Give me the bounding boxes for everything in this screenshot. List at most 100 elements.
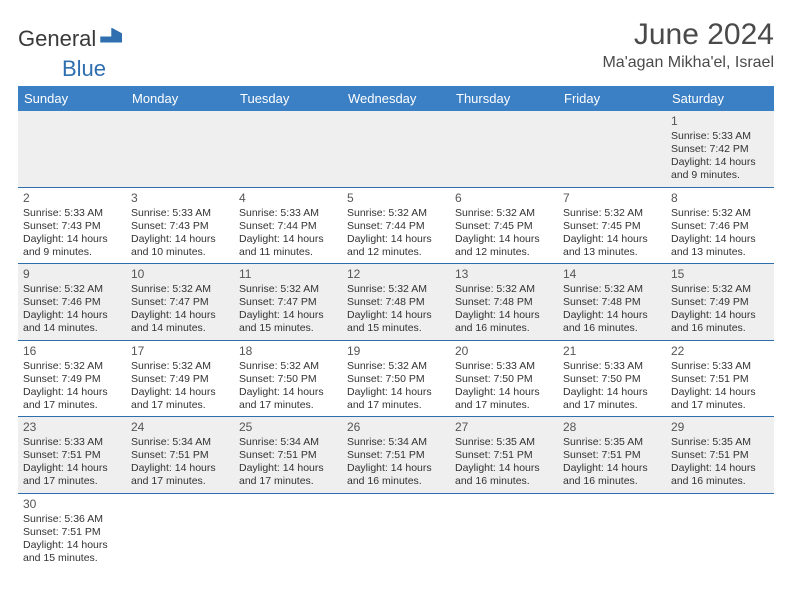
sunset-line: Sunset: 7:51 PM — [455, 449, 553, 462]
daylight-line: Daylight: 14 hours and 16 minutes. — [347, 462, 445, 488]
sunset-line: Sunset: 7:49 PM — [23, 373, 121, 386]
sunset-line: Sunset: 7:45 PM — [455, 220, 553, 233]
calendar-week-row: 2Sunrise: 5:33 AMSunset: 7:43 PMDaylight… — [18, 187, 774, 264]
sunrise-line: Sunrise: 5:32 AM — [23, 283, 121, 296]
calendar-day-cell: 14Sunrise: 5:32 AMSunset: 7:48 PMDayligh… — [558, 264, 666, 341]
month-title: June 2024 — [602, 18, 774, 52]
calendar-day-cell — [18, 111, 126, 187]
calendar-day-cell: 23Sunrise: 5:33 AMSunset: 7:51 PMDayligh… — [18, 417, 126, 494]
sunrise-line: Sunrise: 5:32 AM — [347, 207, 445, 220]
calendar-day-cell: 26Sunrise: 5:34 AMSunset: 7:51 PMDayligh… — [342, 417, 450, 494]
calendar-day-cell: 3Sunrise: 5:33 AMSunset: 7:43 PMDaylight… — [126, 187, 234, 264]
daylight-line: Daylight: 14 hours and 17 minutes. — [239, 386, 337, 412]
calendar-day-cell: 20Sunrise: 5:33 AMSunset: 7:50 PMDayligh… — [450, 340, 558, 417]
daylight-line: Daylight: 14 hours and 15 minutes. — [239, 309, 337, 335]
calendar-day-cell: 15Sunrise: 5:32 AMSunset: 7:49 PMDayligh… — [666, 264, 774, 341]
sunset-line: Sunset: 7:47 PM — [239, 296, 337, 309]
calendar-day-cell — [450, 111, 558, 187]
sunrise-line: Sunrise: 5:32 AM — [671, 283, 769, 296]
day-number: 6 — [455, 191, 553, 206]
day-number: 19 — [347, 344, 445, 359]
daylight-line: Daylight: 14 hours and 16 minutes. — [455, 462, 553, 488]
calendar-day-cell — [234, 111, 342, 187]
calendar-day-cell: 29Sunrise: 5:35 AMSunset: 7:51 PMDayligh… — [666, 417, 774, 494]
day-number: 10 — [131, 267, 229, 282]
day-number: 15 — [671, 267, 769, 282]
calendar-day-cell: 8Sunrise: 5:32 AMSunset: 7:46 PMDaylight… — [666, 187, 774, 264]
calendar-day-cell — [126, 493, 234, 569]
sunrise-line: Sunrise: 5:32 AM — [671, 207, 769, 220]
sunset-line: Sunset: 7:49 PM — [131, 373, 229, 386]
calendar-day-cell: 13Sunrise: 5:32 AMSunset: 7:48 PMDayligh… — [450, 264, 558, 341]
sunrise-line: Sunrise: 5:33 AM — [131, 207, 229, 220]
calendar-week-row: 30Sunrise: 5:36 AMSunset: 7:51 PMDayligh… — [18, 493, 774, 569]
sunset-line: Sunset: 7:49 PM — [671, 296, 769, 309]
daylight-line: Daylight: 14 hours and 17 minutes. — [23, 386, 121, 412]
daylight-line: Daylight: 14 hours and 13 minutes. — [671, 233, 769, 259]
day-number: 16 — [23, 344, 121, 359]
sunset-line: Sunset: 7:51 PM — [23, 449, 121, 462]
sunset-line: Sunset: 7:51 PM — [671, 373, 769, 386]
daylight-line: Daylight: 14 hours and 17 minutes. — [131, 462, 229, 488]
sunrise-line: Sunrise: 5:32 AM — [23, 360, 121, 373]
daylight-line: Daylight: 14 hours and 9 minutes. — [671, 156, 769, 182]
brand-text-2-wrapper: General..Blue — [18, 56, 774, 82]
calendar-day-cell: 9Sunrise: 5:32 AMSunset: 7:46 PMDaylight… — [18, 264, 126, 341]
calendar-day-cell: 11Sunrise: 5:32 AMSunset: 7:47 PMDayligh… — [234, 264, 342, 341]
calendar-day-cell: 18Sunrise: 5:32 AMSunset: 7:50 PMDayligh… — [234, 340, 342, 417]
daylight-line: Daylight: 14 hours and 16 minutes. — [563, 309, 661, 335]
calendar-day-cell: 21Sunrise: 5:33 AMSunset: 7:50 PMDayligh… — [558, 340, 666, 417]
weekday-header: Sunday — [18, 86, 126, 111]
day-number: 18 — [239, 344, 337, 359]
sunrise-line: Sunrise: 5:34 AM — [239, 436, 337, 449]
weekday-header: Thursday — [450, 86, 558, 111]
calendar-day-cell: 12Sunrise: 5:32 AMSunset: 7:48 PMDayligh… — [342, 264, 450, 341]
sunrise-line: Sunrise: 5:33 AM — [563, 360, 661, 373]
daylight-line: Daylight: 14 hours and 17 minutes. — [455, 386, 553, 412]
sunrise-line: Sunrise: 5:32 AM — [239, 360, 337, 373]
weekday-header: Wednesday — [342, 86, 450, 111]
sunset-line: Sunset: 7:51 PM — [347, 449, 445, 462]
daylight-line: Daylight: 14 hours and 13 minutes. — [563, 233, 661, 259]
day-number: 29 — [671, 420, 769, 435]
day-number: 5 — [347, 191, 445, 206]
brand-text-1: General — [18, 26, 96, 52]
calendar-day-cell: 25Sunrise: 5:34 AMSunset: 7:51 PMDayligh… — [234, 417, 342, 494]
sunrise-line: Sunrise: 5:32 AM — [563, 283, 661, 296]
day-number: 25 — [239, 420, 337, 435]
sunset-line: Sunset: 7:50 PM — [347, 373, 445, 386]
daylight-line: Daylight: 14 hours and 16 minutes. — [671, 309, 769, 335]
day-number: 14 — [563, 267, 661, 282]
sunrise-line: Sunrise: 5:35 AM — [455, 436, 553, 449]
day-number: 23 — [23, 420, 121, 435]
day-number: 9 — [23, 267, 121, 282]
sunset-line: Sunset: 7:44 PM — [239, 220, 337, 233]
sunset-line: Sunset: 7:44 PM — [347, 220, 445, 233]
calendar-table: Sunday Monday Tuesday Wednesday Thursday… — [18, 86, 774, 569]
calendar-day-cell: 5Sunrise: 5:32 AMSunset: 7:44 PMDaylight… — [342, 187, 450, 264]
sunset-line: Sunset: 7:45 PM — [563, 220, 661, 233]
calendar-day-cell: 16Sunrise: 5:32 AMSunset: 7:49 PMDayligh… — [18, 340, 126, 417]
sunset-line: Sunset: 7:50 PM — [563, 373, 661, 386]
calendar-day-cell: 6Sunrise: 5:32 AMSunset: 7:45 PMDaylight… — [450, 187, 558, 264]
sunrise-line: Sunrise: 5:32 AM — [347, 360, 445, 373]
day-number: 17 — [131, 344, 229, 359]
sunrise-line: Sunrise: 5:32 AM — [131, 283, 229, 296]
day-number: 11 — [239, 267, 337, 282]
sunrise-line: Sunrise: 5:32 AM — [563, 207, 661, 220]
daylight-line: Daylight: 14 hours and 17 minutes. — [239, 462, 337, 488]
sunrise-line: Sunrise: 5:36 AM — [23, 513, 121, 526]
calendar-day-cell — [342, 111, 450, 187]
day-number: 2 — [23, 191, 121, 206]
calendar-week-row: 9Sunrise: 5:32 AMSunset: 7:46 PMDaylight… — [18, 264, 774, 341]
calendar-day-cell — [450, 493, 558, 569]
sunrise-line: Sunrise: 5:32 AM — [455, 207, 553, 220]
daylight-line: Daylight: 14 hours and 12 minutes. — [347, 233, 445, 259]
sunset-line: Sunset: 7:51 PM — [23, 526, 121, 539]
daylight-line: Daylight: 14 hours and 16 minutes. — [455, 309, 553, 335]
daylight-line: Daylight: 14 hours and 9 minutes. — [23, 233, 121, 259]
day-number: 22 — [671, 344, 769, 359]
daylight-line: Daylight: 14 hours and 17 minutes. — [671, 386, 769, 412]
calendar-day-cell: 28Sunrise: 5:35 AMSunset: 7:51 PMDayligh… — [558, 417, 666, 494]
weekday-header: Tuesday — [234, 86, 342, 111]
